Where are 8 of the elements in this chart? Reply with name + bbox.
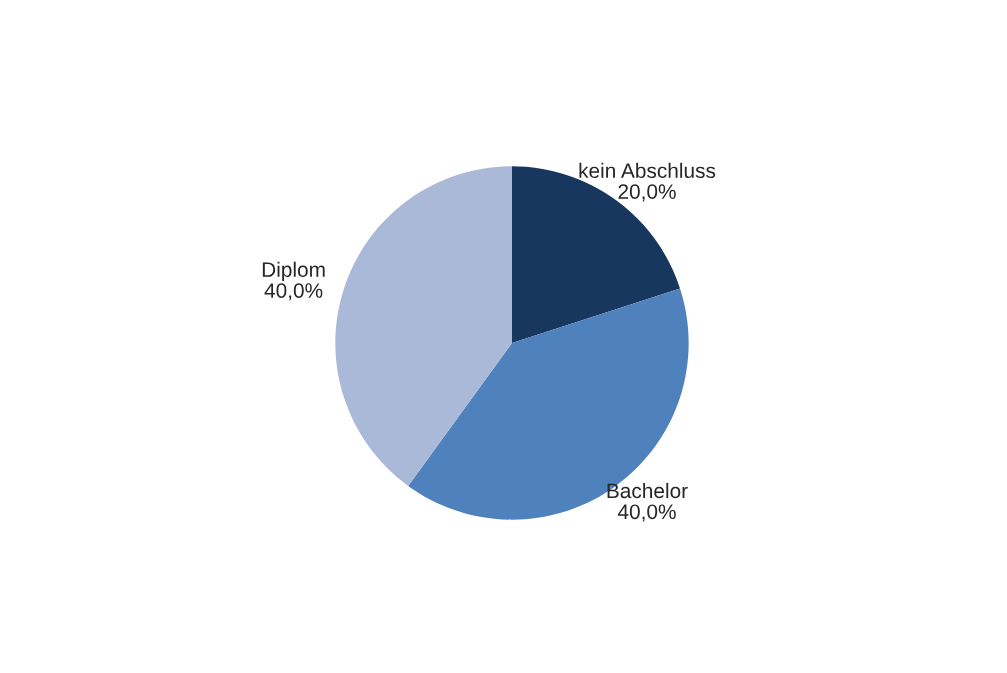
slice-label: kein Abschluss	[579, 162, 716, 179]
data-label: 40,0%	[617, 504, 676, 522]
slice-label: Diplom	[262, 261, 325, 282]
pie-slice	[408, 288, 689, 520]
slice-label: Bachelor	[607, 482, 688, 499]
data-label: 20,0%	[618, 184, 676, 202]
data-label: 40,0%	[264, 283, 323, 301]
pie-slice	[335, 166, 512, 486]
